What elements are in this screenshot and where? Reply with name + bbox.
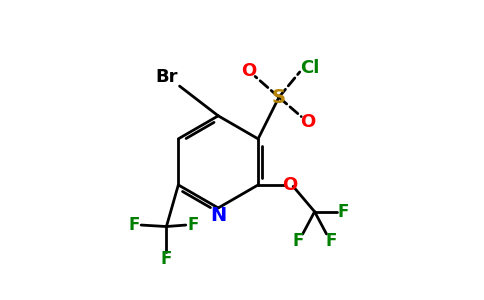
Text: F: F bbox=[292, 232, 304, 250]
Text: F: F bbox=[187, 216, 199, 234]
Text: O: O bbox=[300, 113, 316, 131]
Text: N: N bbox=[210, 206, 227, 225]
Text: F: F bbox=[128, 216, 139, 234]
Text: F: F bbox=[325, 232, 337, 250]
Text: S: S bbox=[272, 88, 286, 107]
Text: O: O bbox=[283, 176, 298, 194]
Text: F: F bbox=[161, 250, 172, 268]
Text: Br: Br bbox=[155, 68, 178, 86]
Text: F: F bbox=[338, 203, 349, 221]
Text: O: O bbox=[241, 62, 256, 80]
Text: Cl: Cl bbox=[301, 58, 320, 76]
